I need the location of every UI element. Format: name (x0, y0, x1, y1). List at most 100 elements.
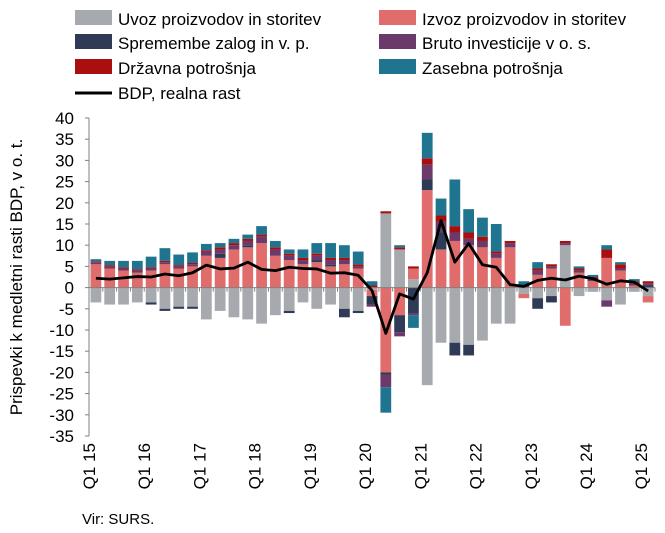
bar-segment-2-5 (159, 308, 171, 311)
bar-segment-5-38 (615, 262, 626, 265)
bar-segment-2-40 (642, 285, 654, 288)
bar-segment-4-11 (242, 238, 254, 241)
bar-segment-4-3 (131, 269, 143, 271)
bar-segment-1-36 (587, 281, 599, 288)
x-tick-label-0: Q1 15 (80, 443, 99, 489)
y-tick-label-11: -15 (49, 342, 74, 361)
y-tick-label-15: -35 (49, 427, 74, 446)
bar-segment-4-24 (421, 158, 433, 165)
bar-segment-1-26 (449, 240, 461, 288)
gdp-line-layer (95, 219, 649, 335)
bar-segment-3-28 (477, 240, 488, 248)
bar-segment-1-16 (311, 262, 323, 288)
bar-segment-3-6 (173, 266, 185, 269)
legend-swatch-2 (75, 34, 112, 49)
bar-segment-1-5 (159, 264, 171, 288)
bar-segment-3-14 (283, 255, 295, 261)
bar-segment-3-5 (159, 262, 171, 265)
bar-segment-4-38 (615, 264, 626, 269)
bar-segment-5-22 (394, 245, 405, 248)
bar-segment-1-3 (131, 272, 143, 288)
bar-segment-3-23 (408, 313, 419, 316)
bar-segment-0-5 (159, 287, 171, 309)
bar-segment-2-21 (380, 372, 392, 375)
bar-segment-3-18 (339, 260, 350, 265)
legend: Uvoz proizvodov in storitev Izvoz proizvo… (75, 10, 627, 103)
bar-segment-1-18 (339, 264, 350, 288)
x-tick-label-1: Q1 16 (135, 443, 154, 489)
bar-segment-4-14 (283, 253, 295, 256)
bar-segment-4-20 (366, 285, 378, 288)
bar-segment-2-11 (242, 245, 254, 248)
bar-segment-5-12 (256, 226, 267, 235)
bar-segment-1-12 (256, 243, 267, 288)
bar-segment-0-26 (449, 287, 461, 343)
legend-swatch-1 (379, 10, 416, 25)
bar-segment-3-2 (118, 268, 129, 271)
bar-segment-4-15 (297, 257, 309, 261)
bar-segment-1-15 (297, 264, 309, 288)
bar-segment-5-13 (269, 240, 281, 248)
bar-segment-3-3 (131, 270, 143, 273)
y-tick-label-14: -30 (49, 406, 74, 425)
bar-segment-0-1 (104, 287, 116, 305)
bar-segment-3-25 (435, 221, 447, 233)
bar-segment-3-38 (615, 268, 626, 271)
bar-segment-2-24 (421, 179, 433, 191)
bar-segment-4-18 (339, 257, 350, 261)
bar-segment-4-37 (601, 249, 613, 258)
y-tick-label-0: 40 (55, 109, 74, 128)
bar-segment-5-14 (283, 249, 295, 254)
bar-segment-4-0 (90, 261, 102, 263)
bar-segment-3-19 (352, 266, 364, 269)
bar-segment-5-9 (214, 243, 226, 248)
x-tick-label-6: Q1 21 (411, 443, 430, 489)
bar-segment-2-22 (394, 315, 405, 333)
bar-segment-3-33 (546, 266, 557, 269)
bar-segment-0-2 (118, 287, 129, 305)
bar-segment-1-23 (408, 268, 419, 280)
bar-segment-0-8 (200, 287, 212, 320)
bar-segment-2-9 (214, 253, 226, 258)
bar-segment-1-7 (187, 266, 198, 288)
bar-segment-3-37 (601, 300, 613, 307)
bar-segment-0-31 (518, 287, 530, 294)
bar-segment-0-24 (421, 287, 433, 386)
bar-segment-2-18 (339, 308, 350, 318)
bar-segment-1-0 (90, 264, 102, 288)
bar-segment-4-26 (449, 226, 461, 233)
bar-segment-3-21 (380, 374, 392, 388)
bar-segment-4-17 (325, 257, 336, 261)
bar-segment-5-20 (366, 281, 378, 286)
bar-segment-1-39 (628, 285, 640, 288)
bar-segment-5-4 (145, 256, 157, 268)
bar-segment-5-1 (104, 260, 116, 266)
bar-segment-2-20 (366, 296, 378, 305)
bar-segment-1-28 (477, 247, 488, 288)
x-tick-label-10: Q1 25 (632, 443, 651, 489)
bar-segment-5-25 (435, 198, 447, 216)
bar-segment-0-17 (325, 287, 336, 305)
bar-segment-5-35 (573, 266, 585, 269)
bar-segment-5-0 (90, 259, 102, 262)
legend-swatch-4 (75, 59, 112, 74)
bar-segment-4-22 (394, 247, 405, 250)
bar-segment-0-25 (435, 287, 447, 343)
bar-segment-5-23 (408, 315, 419, 328)
bar-segment-0-11 (242, 287, 254, 320)
bar-segment-5-16 (311, 243, 323, 254)
bar-segment-3-11 (242, 240, 254, 246)
bar-segment-0-3 (131, 287, 143, 303)
gdp-line-0 (95, 219, 649, 335)
legend-label-5: Zasebna potrošnja (422, 59, 563, 78)
bar-segment-3-1 (104, 266, 116, 269)
axes-layer (88, 118, 655, 436)
bar-segment-4-35 (573, 268, 585, 271)
bar-segment-2-6 (173, 306, 185, 309)
source-note: Vir: SURS. (82, 511, 154, 528)
bar-segment-5-28 (477, 217, 488, 237)
bar-segment-0-34 (559, 245, 571, 288)
bar-segment-1-11 (242, 247, 254, 288)
bar-segment-3-27 (463, 238, 475, 246)
